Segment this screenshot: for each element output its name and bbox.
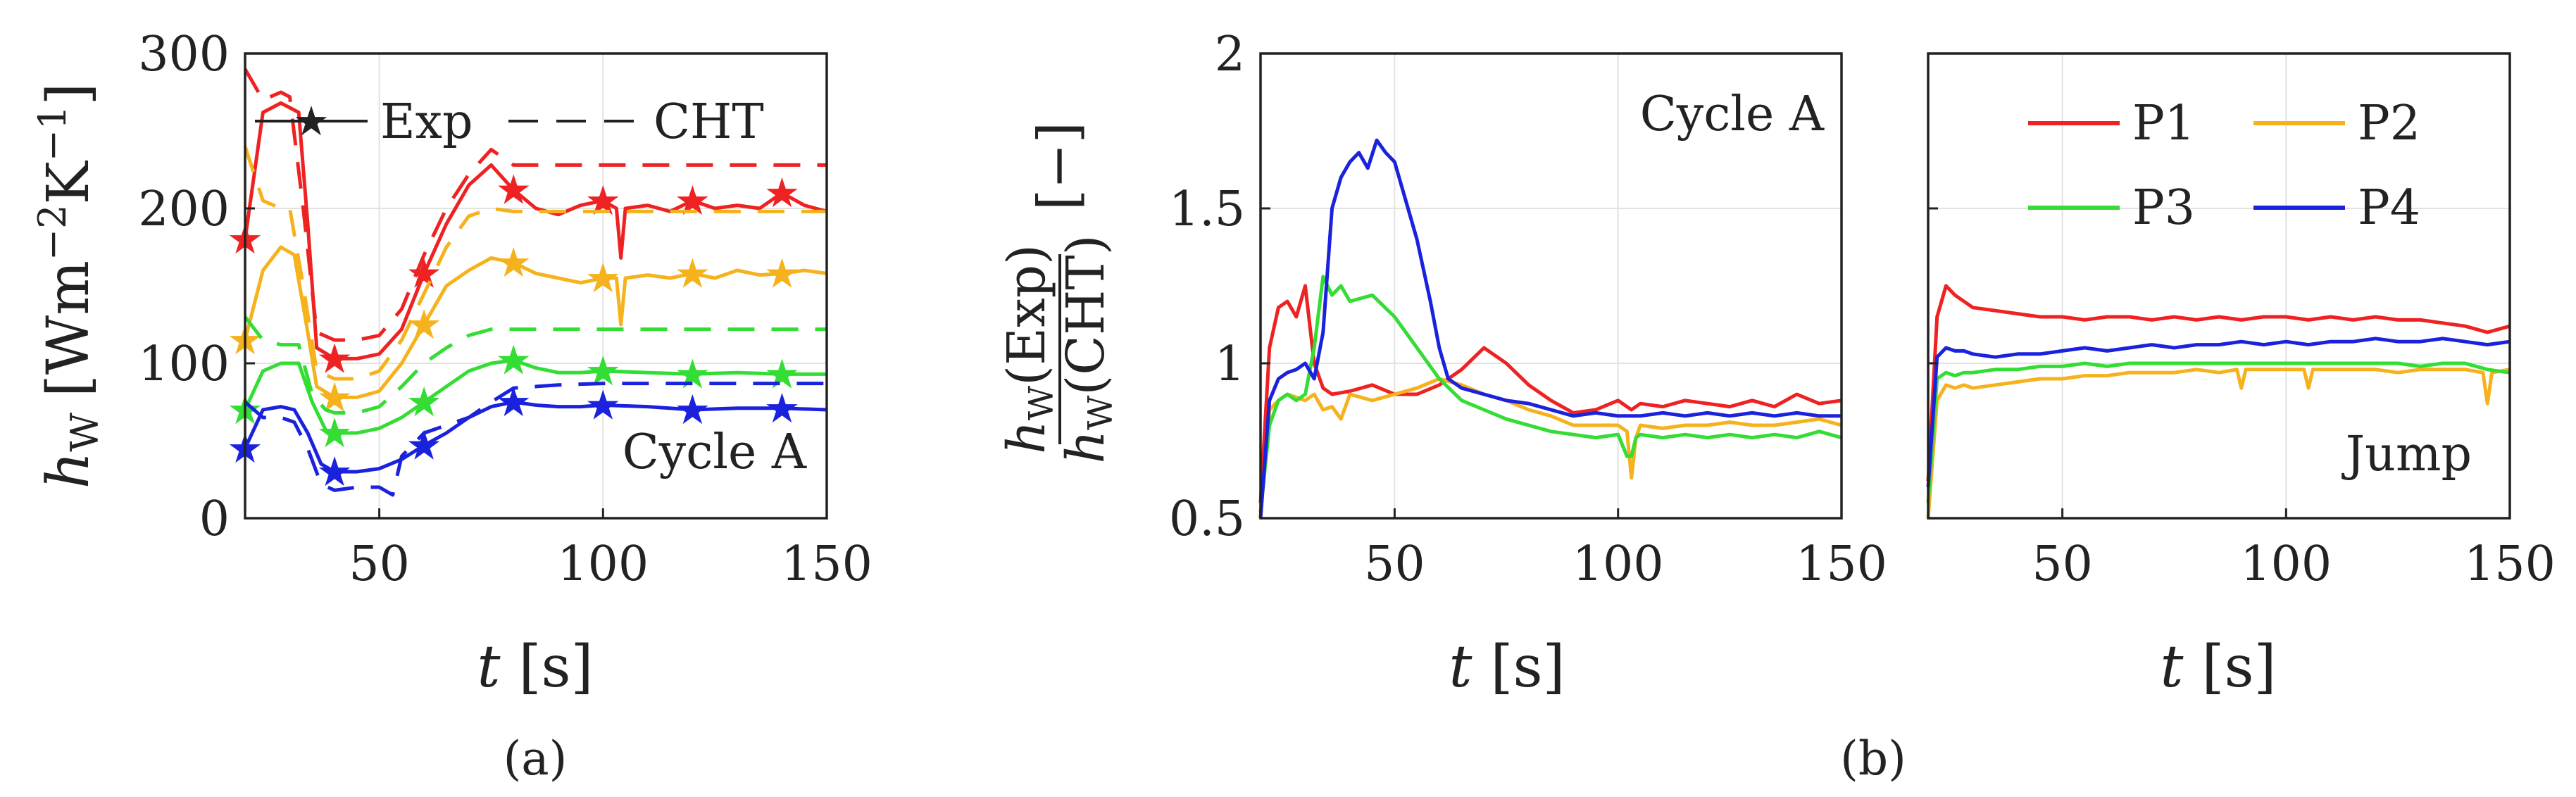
series-line-p4 [1258,138,1842,519]
x-tick-label: 100 [2240,536,2332,592]
data-point-star-p2: ★ [406,301,442,349]
series-line-p4 [1926,337,2511,488]
legend-p2-label: P2 [2358,96,2420,151]
chart-b-left-series [1258,138,1842,519]
data-point-star-p3: ★ [316,409,353,457]
data-point-star-p4: ★ [584,381,621,429]
legend-p1-label: P1 [2132,96,2195,151]
chart-a-frame [244,52,828,520]
chart-a-ylabel: hW[Wm−2K−1] [30,83,107,489]
series-line-p3-cht [244,315,827,415]
series-line-p3-exp [243,358,827,435]
legend-exp-label: Exp [380,94,473,150]
series-line-p2-exp [243,245,827,399]
data-point-star-p3: ★ [584,347,621,395]
data-point-star-p1: ★ [316,334,353,382]
chart-b-left-annotation: Cycle A [1640,87,1825,142]
series-line-p1-cht [243,68,827,342]
series-line-p3 [1926,361,2511,503]
data-point-star-p2: ★ [674,249,711,297]
data-point-star-p2: ★ [763,249,800,297]
ylabel-unit: [−] [1027,122,1090,211]
series-line-p3 [1258,275,1842,513]
chart-a-legend: ★ Exp CHT [255,94,764,150]
y-tick-label: 300 [138,27,230,82]
chart-a-xlabel: t [s] [477,634,593,701]
y-tick-label: 1 [1215,337,1245,392]
caption-a: (a) [504,732,568,786]
y-tick-label: 100 [138,337,230,392]
data-point-star-p2: ★ [495,239,532,287]
x-tick-label: 150 [781,536,873,592]
data-point-star-p3: ★ [763,350,800,398]
x-tick-label: 50 [1364,536,1425,592]
legend-p3-label: P3 [2132,180,2195,236]
caption-b: (b) [1840,732,1906,786]
chart-b-left-ticks: 50 100 150 0.5 1 1.5 2 [1169,27,1887,592]
series-line-p4-exp [243,400,827,474]
chart-b-right-ticks: 50 100 150 [1928,52,2556,592]
chart-a-series: ★★★★ ★ ★ ★★★★★ ★ ★ ★★ ★★★ ★ ★ ★★ ★★★ ★ ★ ★ [227,68,827,497]
series-line-p2 [1258,377,1842,519]
chart-b-right-frame [1927,52,2511,520]
y-tick-label: 2 [1215,27,1245,82]
data-point-star-p1: ★ [495,166,532,214]
data-point-star-p4: ★ [763,384,800,432]
chart-b-right-legend: P1 P2 P3 P4 [2028,96,2420,236]
data-point-star-p3: ★ [495,337,532,384]
y-tick-label: 0 [199,491,230,547]
chart-b-right-series [1926,284,2511,519]
data-point-star-p4: ★ [674,386,711,434]
legend-p4-label: P4 [2358,180,2420,236]
chart-b-right: 50 100 150 P1 P2 P3 P4 Jump t [s] (b) [1840,52,2556,786]
y-tick-label: 0.5 [1169,491,1245,547]
series-line-p1-exp [243,101,827,360]
x-tick-label: 150 [1796,536,1887,592]
ylabel-numerator: hW(Exp) [996,244,1061,454]
x-tick-label: 50 [349,536,410,592]
x-tick-label: 150 [2464,536,2556,592]
legend-exp-star-icon: ★ [293,97,330,145]
series-line-p1 [1926,284,2511,482]
series-line-p1 [1258,284,1842,503]
data-point-star-p3: ★ [406,378,442,426]
chart-b-left-ylabel: hW(Exp) hW(CHT) [−] [996,122,1120,464]
data-point-star-p1: ★ [584,177,621,225]
chart-a-annotation: Cycle A [623,425,807,480]
data-point-star-p3: ★ [674,350,711,398]
data-point-star-p1: ★ [763,169,800,217]
series-line-p2 [1926,368,2511,519]
chart-b-right-annotation: Jump [2341,427,2472,482]
chart-a: ★★★★ ★ ★ ★★★★★ ★ ★ ★★ ★★★ ★ ★ ★★ ★★★ ★ ★ ★ 50 100 150 0 10… [30,27,873,786]
legend-cht-label: CHT [654,94,764,150]
chart-b-left-frame [1259,52,1843,520]
chart-a-ticks: 50 100 150 0 100 200 300 [138,27,873,592]
x-tick-label: 100 [557,536,649,592]
data-point-star-p4: ★ [495,378,532,426]
ylabel-denominator: hW(CHT) [1056,234,1120,463]
data-point-star-p2: ★ [584,254,621,302]
x-tick-label: 50 [2032,536,2093,592]
chart-b-right-xlabel: t [s] [2160,634,2276,701]
data-point-star-p1: ★ [674,177,711,225]
x-tick-label: 100 [1573,536,1664,592]
series-line-p4-cht [244,382,827,497]
y-tick-label: 200 [138,182,230,237]
chart-b-left: 50 100 150 0.5 1 1.5 2 Cycle A t [s] hW(Exp) h… [996,27,1887,701]
y-tick-label: 1.5 [1169,182,1245,237]
chart-b-left-xlabel: t [s] [1449,634,1565,701]
